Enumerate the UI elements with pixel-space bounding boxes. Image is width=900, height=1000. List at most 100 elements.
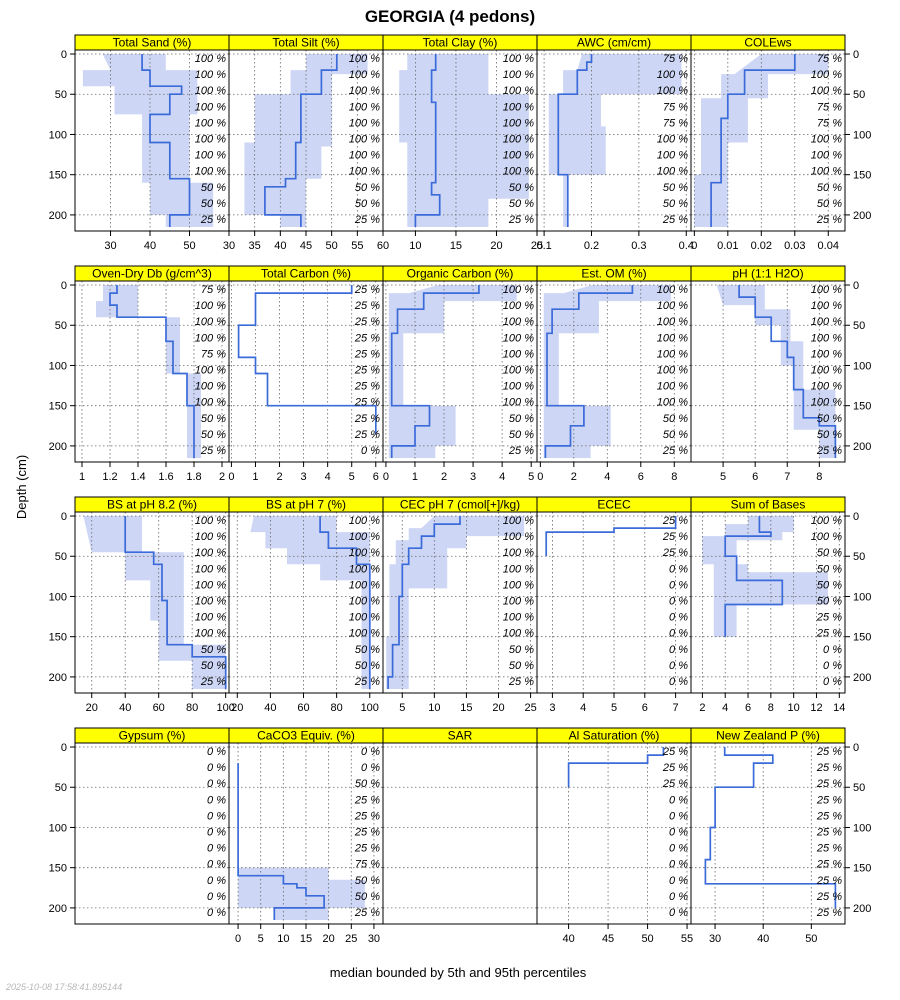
percent-label: 50 % — [509, 429, 534, 441]
x-tick-label: 0 — [235, 933, 241, 945]
percent-label: 100 % — [349, 547, 380, 559]
percent-label: 100 % — [349, 133, 380, 145]
percent-label: 50 % — [817, 579, 842, 591]
panel-4: AWC (cm/cm) 75 % 100 % 100 % 75 % 75 % 100 % 10… — [536, 34, 694, 252]
percentile-band — [543, 285, 671, 458]
y-tick-label: 100 — [49, 591, 67, 603]
percent-label: 100 % — [503, 563, 534, 575]
percent-label: 100 % — [657, 332, 688, 344]
y-tick-label: 200 — [49, 210, 67, 222]
percent-label: 50 % — [201, 660, 226, 672]
percent-label: 0 % — [669, 660, 688, 672]
percent-label: 0 % — [669, 843, 688, 855]
percent-label: 25 % — [508, 445, 534, 457]
percent-label: 100 % — [503, 300, 534, 312]
percent-label: 25 % — [354, 316, 380, 328]
percent-label: 50 % — [817, 547, 842, 559]
x-tick-label: 0.01 — [717, 240, 738, 252]
x-tick-label: 60 — [153, 702, 165, 714]
panel-17: CaCO3 Equiv. (%) 0 % 0 % 50 % 25 % 25 % 25 % 25… — [228, 727, 384, 945]
percentile-band — [83, 516, 226, 689]
x-tick-label: 55 — [681, 933, 693, 945]
x-tick-label: 100 — [216, 702, 234, 714]
x-tick-label: 12 — [810, 702, 822, 714]
percent-label: 0 % — [823, 676, 842, 688]
percent-label: 100 % — [195, 332, 226, 344]
x-tick-label: 0.03 — [784, 240, 805, 252]
median-line — [237, 763, 325, 920]
percent-label: 50 % — [509, 413, 534, 425]
y-tick-label: 200 — [853, 210, 871, 222]
percent-label: 100 % — [503, 531, 534, 543]
percent-label: 100 % — [503, 166, 534, 178]
percent-label: 25 % — [354, 348, 380, 360]
percent-label: 50 % — [817, 198, 842, 210]
percentile-band — [82, 54, 214, 227]
x-tick-label: 80 — [186, 702, 198, 714]
y-tick-label: 50 — [55, 551, 67, 563]
percent-label: 100 % — [503, 612, 534, 624]
percent-label: 100 % — [503, 133, 534, 145]
percent-label: 0 % — [361, 445, 380, 457]
x-tick-label: 7 — [784, 471, 790, 483]
percent-label: 25 % — [662, 762, 688, 774]
percent-label: 25 % — [662, 445, 688, 457]
x-tick-label: 50 — [805, 933, 817, 945]
percent-label: 50 % — [817, 413, 842, 425]
median-line — [319, 516, 371, 689]
percent-label: 50 % — [201, 429, 226, 441]
percent-label: 75 % — [817, 117, 842, 129]
panel-19: Al Saturation (%)25 %25 %25 %0 %0 %0 %0 … — [536, 727, 693, 945]
x-tick-label: 50 — [326, 240, 338, 252]
panel-18: SAR — [382, 727, 538, 925]
percent-label: 100 % — [349, 85, 380, 97]
y-tick-label: 0 — [853, 511, 859, 523]
x-tick-label: 15 — [460, 702, 472, 714]
percent-label: 100 % — [503, 515, 534, 527]
percent-label: 100 % — [503, 69, 534, 81]
percent-label: 100 % — [811, 348, 842, 360]
percent-label: 0 % — [669, 826, 688, 838]
percent-label: 100 % — [503, 53, 534, 65]
x-tick-label: 0.04 — [818, 240, 839, 252]
y-tick-label: 100 — [853, 360, 871, 372]
percent-label: 25 % — [662, 214, 688, 226]
panel-1: Total Sand (%)100 %100 %100 %100 %100 %1… — [49, 34, 230, 252]
percent-label: 75 % — [817, 101, 842, 113]
percent-label: 100 % — [503, 381, 534, 393]
y-tick-label: 150 — [49, 401, 67, 413]
percent-label: 25 % — [200, 445, 226, 457]
x-tick-label: 8 — [816, 471, 822, 483]
percent-label: 100 % — [195, 53, 226, 65]
y-tick-label: 150 — [853, 401, 871, 413]
x-tick-label: 5 — [399, 702, 405, 714]
y-tick-label: 150 — [853, 632, 871, 644]
y-tick-label: 150 — [49, 170, 67, 182]
percent-label: 100 % — [503, 316, 534, 328]
percentile-band — [694, 54, 829, 227]
percent-label: 0 % — [669, 676, 688, 688]
percent-label: 100 % — [657, 381, 688, 393]
percent-label: 50 % — [663, 182, 688, 194]
x-tick-label: 0 — [691, 240, 697, 252]
percent-label: 75 % — [663, 101, 688, 113]
percent-label: 25 % — [200, 214, 226, 226]
percent-label: 100 % — [657, 284, 688, 296]
x-tick-label: 1.2 — [102, 471, 117, 483]
panel-strip-label: BS at pH 8.2 (%) — [107, 498, 197, 512]
median-line — [390, 285, 480, 458]
percent-label: 25 % — [662, 547, 688, 559]
percent-label: 100 % — [657, 364, 688, 376]
percent-label: 100 % — [503, 348, 534, 360]
percent-label: 0 % — [669, 859, 688, 871]
x-tick-label: 10 — [788, 702, 800, 714]
percentile-band — [388, 285, 517, 458]
panel-frame — [690, 742, 846, 925]
x-tick-label: 5 — [258, 933, 264, 945]
percent-label: 100 % — [811, 85, 842, 97]
percent-label: 100 % — [811, 316, 842, 328]
y-tick-label: 150 — [853, 863, 871, 875]
panel-strip-label: Al Saturation (%) — [569, 729, 660, 743]
percent-label: 25 % — [816, 875, 842, 887]
